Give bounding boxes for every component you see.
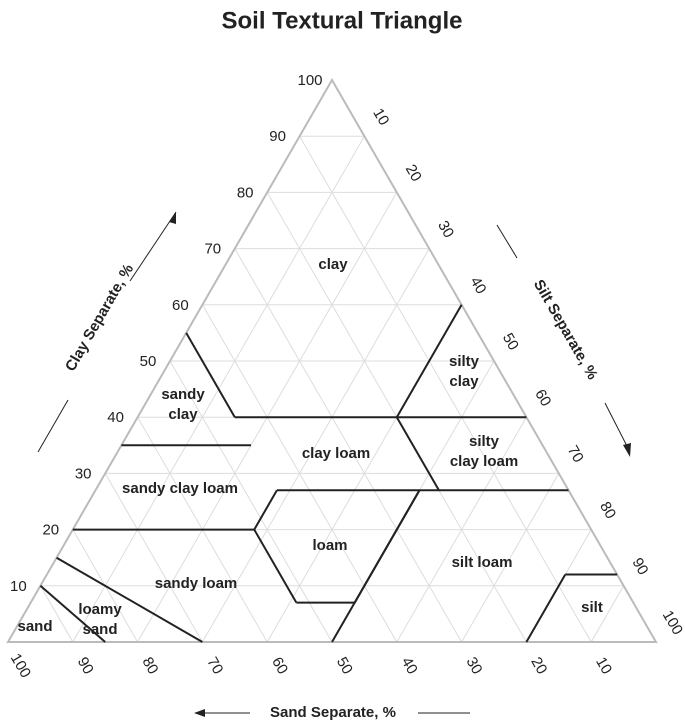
region-label: clay — [449, 373, 479, 390]
region-label: sandy — [161, 386, 205, 403]
silt-axis-label: Silt Separate, % — [530, 277, 601, 383]
clay-tick-label: 90 — [269, 128, 286, 145]
class-boundary — [395, 304, 463, 418]
silt-tick-label: 50 — [499, 330, 522, 353]
grid-line — [39, 585, 74, 643]
region-label: loamy — [78, 601, 122, 618]
grid-line — [234, 248, 463, 643]
silt-tick-label: 90 — [629, 555, 652, 578]
silt-tick-label: 70 — [564, 443, 587, 466]
arrow-line — [37, 399, 69, 453]
arrow-line — [129, 211, 177, 282]
arrow-head — [194, 709, 205, 717]
sand-tick-label: 10 — [592, 654, 615, 677]
sand-tick-label: 40 — [398, 654, 421, 677]
region-label: sand — [17, 618, 52, 635]
grid-line — [396, 416, 527, 643]
grid-line — [461, 473, 560, 643]
sand-axis-label: Sand Separate, % — [270, 704, 396, 721]
silt-tick-label: 60 — [531, 386, 554, 409]
title: Soil Textural Triangle — [222, 7, 463, 34]
sand-tick-label: 80 — [139, 654, 162, 677]
clay-tick-label: 20 — [42, 522, 59, 539]
clay-tick-label: 100 — [297, 72, 322, 89]
silt-tick-label: 10 — [369, 105, 392, 128]
class-boundary — [185, 332, 236, 418]
region-label: sandy clay loam — [122, 480, 238, 497]
arrow-line — [496, 224, 518, 259]
class-boundary — [395, 416, 440, 491]
silt-tick-label: 100 — [659, 608, 685, 638]
sand-tick-label: 70 — [203, 654, 226, 677]
clay-tick-label: 80 — [237, 184, 254, 201]
sand-tick-label: 20 — [527, 654, 550, 677]
region-label: silt loam — [452, 554, 513, 571]
sand-tick-label: 30 — [463, 654, 486, 677]
region-label: silty — [469, 433, 500, 450]
clay-tick-label: 70 — [204, 241, 221, 258]
region-label: sandy loam — [155, 575, 238, 592]
arrow-line — [604, 402, 631, 453]
sand-tick-label: 50 — [333, 654, 356, 677]
region-label: silt — [581, 599, 603, 616]
class-boundary — [253, 529, 298, 604]
grid-line — [201, 248, 430, 643]
class-boundary — [525, 574, 567, 643]
class-boundary — [331, 489, 421, 643]
clay-tick-label: 40 — [107, 409, 124, 426]
silt-tick-label: 40 — [467, 274, 490, 297]
arrow-head — [169, 212, 176, 224]
class-boundary — [253, 489, 278, 531]
region-label: clay loam — [302, 445, 370, 462]
region-label: silty — [449, 353, 480, 370]
clay-tick-label: 50 — [140, 353, 157, 370]
region-label: clay — [168, 406, 198, 423]
arrow-head — [623, 443, 631, 457]
sand-tick-label: 90 — [74, 654, 97, 677]
clay-tick-label: 10 — [10, 578, 27, 595]
silt-tick-label: 30 — [434, 218, 457, 241]
grid-line — [299, 135, 592, 643]
grid-line — [104, 473, 203, 643]
silt-tick-label: 20 — [402, 162, 425, 185]
region-label: loam — [312, 537, 347, 554]
grid-line — [169, 360, 333, 643]
sand-tick-label: 100 — [7, 651, 34, 681]
region-label: sand — [82, 621, 117, 638]
sand-tick-label: 60 — [268, 654, 291, 677]
silt-tick-label: 80 — [596, 499, 619, 522]
class-boundary — [56, 556, 203, 643]
region-label: clay loam — [450, 453, 518, 470]
clay-tick-label: 30 — [75, 465, 92, 482]
clay-axis-label: Clay Separate, % — [62, 261, 137, 374]
class-boundary — [39, 585, 106, 643]
region-label: clay — [318, 256, 348, 273]
grid-line — [590, 585, 625, 643]
clay-tick-label: 60 — [172, 297, 189, 314]
